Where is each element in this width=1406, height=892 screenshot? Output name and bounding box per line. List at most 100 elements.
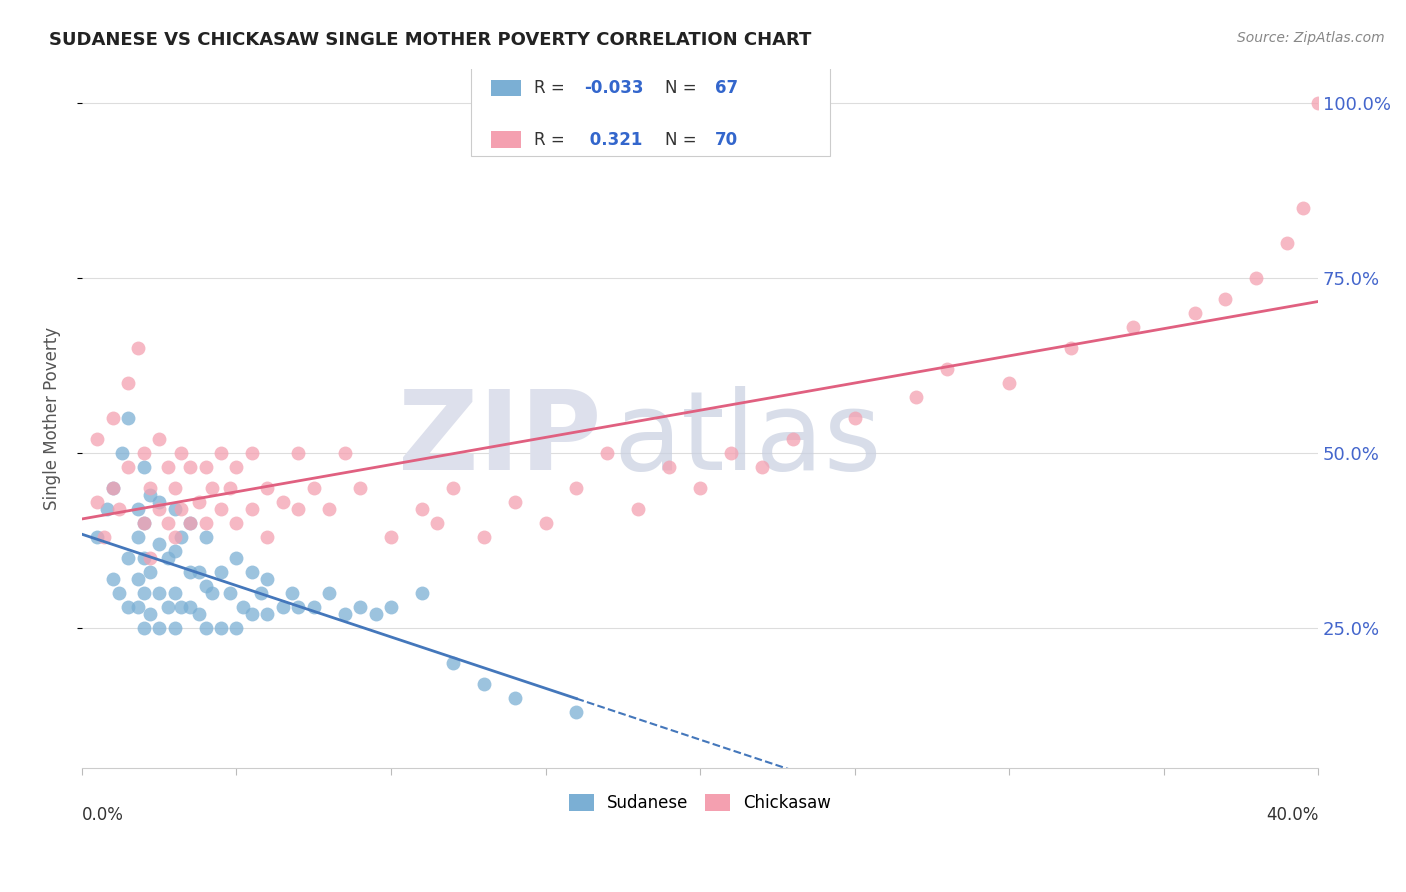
Point	[148, 586, 170, 600]
Point	[333, 607, 356, 621]
Point	[132, 621, 155, 635]
Point	[302, 481, 325, 495]
Point	[179, 599, 201, 614]
Y-axis label: Single Mother Poverty: Single Mother Poverty	[44, 326, 60, 509]
Point	[132, 446, 155, 460]
Point	[250, 586, 273, 600]
Point	[157, 599, 180, 614]
Point	[287, 446, 309, 460]
Point	[240, 502, 263, 516]
Point	[240, 607, 263, 621]
Point	[170, 502, 193, 516]
FancyBboxPatch shape	[491, 131, 520, 148]
Point	[127, 599, 149, 614]
Point	[281, 586, 304, 600]
Point	[117, 411, 139, 425]
Point	[163, 586, 186, 600]
Point	[318, 586, 340, 600]
Point	[441, 481, 464, 495]
Point	[1292, 202, 1315, 216]
Point	[782, 432, 804, 446]
Point	[117, 376, 139, 391]
Point	[1215, 292, 1237, 306]
Point	[441, 656, 464, 670]
Point	[101, 572, 124, 586]
Point	[503, 690, 526, 705]
Point	[194, 516, 217, 530]
Point	[101, 481, 124, 495]
Point	[86, 495, 108, 509]
Point	[148, 495, 170, 509]
Point	[720, 446, 742, 460]
Point	[132, 551, 155, 566]
Point	[139, 565, 162, 579]
Point	[148, 502, 170, 516]
Point	[157, 516, 180, 530]
Point	[86, 432, 108, 446]
Point	[689, 481, 711, 495]
Point	[127, 502, 149, 516]
Point	[179, 516, 201, 530]
Point	[225, 460, 247, 475]
Point	[101, 481, 124, 495]
Point	[271, 495, 294, 509]
Point	[101, 411, 124, 425]
Point	[1308, 96, 1330, 111]
FancyBboxPatch shape	[491, 79, 520, 96]
Point	[163, 530, 186, 544]
Point	[96, 502, 118, 516]
Point	[86, 530, 108, 544]
Text: N =: N =	[665, 79, 703, 97]
Point	[1246, 271, 1268, 285]
Point	[179, 460, 201, 475]
Point	[232, 599, 254, 614]
Point	[157, 551, 180, 566]
Point	[148, 621, 170, 635]
Point	[380, 599, 402, 614]
Point	[751, 460, 773, 475]
Point	[139, 481, 162, 495]
Point	[426, 516, 449, 530]
Point	[201, 586, 224, 600]
Text: Source: ZipAtlas.com: Source: ZipAtlas.com	[1237, 31, 1385, 45]
Point	[627, 502, 650, 516]
Point	[411, 586, 433, 600]
Point	[318, 502, 340, 516]
Text: R =: R =	[534, 131, 571, 149]
Text: R =: R =	[534, 79, 571, 97]
Point	[1277, 236, 1299, 251]
Text: atlas: atlas	[613, 385, 882, 492]
Point	[209, 621, 232, 635]
Point	[349, 481, 371, 495]
Point	[225, 516, 247, 530]
Point	[111, 446, 134, 460]
Point	[117, 460, 139, 475]
Point	[132, 460, 155, 475]
Point	[194, 579, 217, 593]
Point	[209, 502, 232, 516]
Text: SUDANESE VS CHICKASAW SINGLE MOTHER POVERTY CORRELATION CHART: SUDANESE VS CHICKASAW SINGLE MOTHER POVE…	[49, 31, 811, 49]
Point	[256, 607, 278, 621]
Point	[170, 530, 193, 544]
Point	[108, 502, 131, 516]
Point	[132, 586, 155, 600]
Point	[148, 432, 170, 446]
Point	[364, 607, 387, 621]
Point	[287, 599, 309, 614]
Point	[349, 599, 371, 614]
Point	[472, 530, 495, 544]
Point	[287, 502, 309, 516]
Text: -0.033: -0.033	[583, 79, 644, 97]
Point	[163, 481, 186, 495]
Point	[132, 516, 155, 530]
Point	[302, 599, 325, 614]
Point	[256, 572, 278, 586]
Point	[333, 446, 356, 460]
Text: N =: N =	[665, 131, 703, 149]
Point	[240, 446, 263, 460]
Point	[170, 446, 193, 460]
Point	[240, 565, 263, 579]
Point	[93, 530, 115, 544]
Point	[209, 446, 232, 460]
Legend: Sudanese, Chickasaw: Sudanese, Chickasaw	[562, 788, 838, 819]
